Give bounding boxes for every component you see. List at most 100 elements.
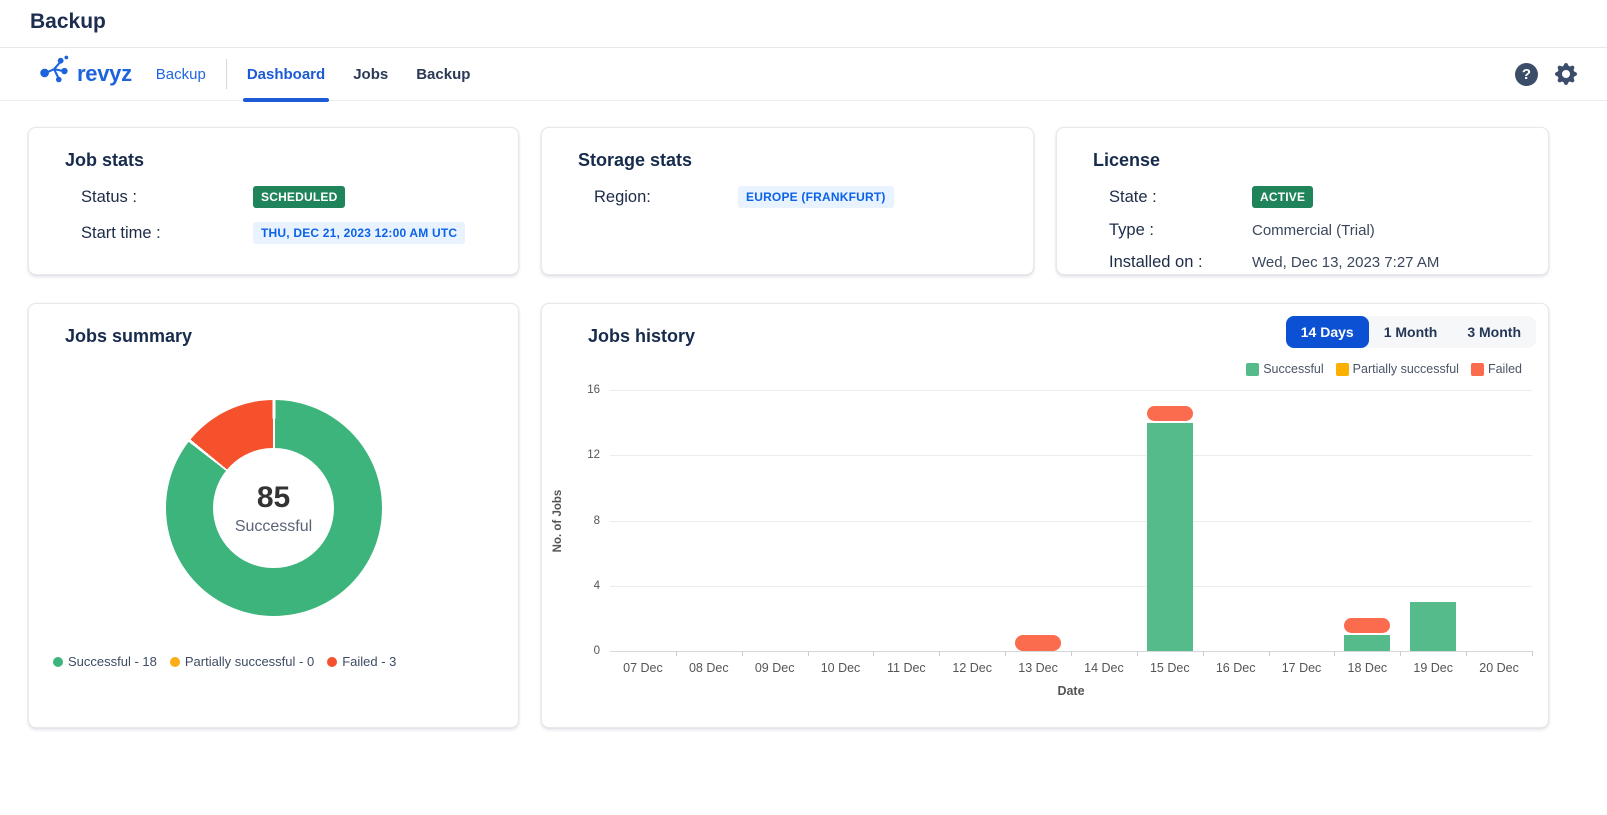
donut-center-value: 85 xyxy=(256,480,291,514)
axis-tickmark xyxy=(939,651,941,656)
status-badge: SCHEDULED xyxy=(253,186,346,208)
axis-tickmark xyxy=(1466,651,1468,656)
tab-dashboard[interactable]: Dashboard xyxy=(242,48,330,102)
axis-tickmark xyxy=(1268,651,1270,656)
charts-card-row: Jobs summary 85 Successful Successful - … xyxy=(28,303,1579,728)
axis-tickmark xyxy=(1202,651,1204,656)
nav-link-backup-app[interactable]: Backup xyxy=(155,65,206,83)
legend-label: Successful xyxy=(1263,362,1324,376)
tab-backup[interactable]: Backup xyxy=(416,65,471,83)
jobs-history-card: Jobs history 14 Days 1 Month 3 Month Suc… xyxy=(541,303,1549,728)
axis-tickmark xyxy=(741,651,743,656)
range-button-14-days[interactable]: 14 Days xyxy=(1285,316,1369,348)
tab-jobs[interactable]: Jobs xyxy=(353,65,389,83)
axis-tickmark xyxy=(1400,651,1402,656)
region-badge: EUROPE (FRANKFURT) xyxy=(738,186,894,208)
x-tick-label: 07 Dec xyxy=(623,661,663,675)
nav-tabs: Dashboard Jobs Backup xyxy=(242,48,471,102)
x-tick-label: 14 Dec xyxy=(1084,661,1124,675)
legend-label: Partially successful xyxy=(1352,362,1459,376)
legend-item-partially-successful[interactable]: Partially successful xyxy=(1335,362,1459,376)
navbar: revyz Backup Dashboard Jobs Backup ? xyxy=(0,48,1607,102)
y-tick-label: 8 xyxy=(593,514,600,527)
x-tick-label: 15 Dec xyxy=(1149,661,1190,675)
axis-tickmark xyxy=(1071,651,1072,656)
card-title: Jobs history xyxy=(588,326,696,346)
axis-tickmark xyxy=(1334,651,1336,656)
stat-label: Installed on : xyxy=(1109,253,1203,271)
storage-stats-card: Storage stats Region: EUROPE (FRANKFURT) xyxy=(541,127,1034,275)
brand-name: revyz xyxy=(77,61,132,86)
legend-swatch-successful xyxy=(1246,362,1260,376)
bar-segment[interactable] xyxy=(1146,422,1193,651)
x-tick-label: 08 Dec xyxy=(688,661,729,675)
gear-icon[interactable] xyxy=(1555,63,1577,85)
x-tick-label: 09 Dec xyxy=(754,661,795,675)
x-axis-label: Date xyxy=(1057,684,1085,698)
axis-tickmark xyxy=(675,651,677,656)
card-title: License xyxy=(1093,150,1161,170)
page-title: Backup xyxy=(30,10,106,33)
gridline xyxy=(610,390,1532,391)
jobs-history-legend: Successful Partially successful Failed xyxy=(1246,362,1522,376)
license-installed-value: Wed, Dec 13, 2023 7:27 AM xyxy=(1252,254,1440,271)
start-time-badge: THU, DEC 21, 2023 12:00 AM UTC xyxy=(253,222,466,244)
legend-label: Failed xyxy=(1487,362,1522,376)
help-icon[interactable]: ? xyxy=(1515,62,1538,86)
bar-segment[interactable] xyxy=(1344,618,1391,633)
range-button-3-month[interactable]: 3 Month xyxy=(1452,316,1536,348)
bar-segment[interactable] xyxy=(1410,602,1457,651)
axis-tickmark xyxy=(1005,651,1007,656)
legend-swatch-failed xyxy=(1470,362,1484,376)
stat-label: Region: xyxy=(594,187,651,206)
stat-label: Type : xyxy=(1109,221,1154,239)
license-card: License State : ACTIVE Type : Commercial… xyxy=(1056,127,1549,275)
legend-label: Failed - 3 xyxy=(342,654,397,669)
x-tick-label: 19 Dec xyxy=(1413,661,1454,675)
brand[interactable]: revyz xyxy=(38,55,132,94)
job-stats-card: Job stats Status : SCHEDULED Start time … xyxy=(28,127,519,275)
stat-row-status: Status : SCHEDULED xyxy=(81,186,518,208)
y-tick-label: 0 xyxy=(593,645,600,657)
x-tick-label: 11 Dec xyxy=(887,661,926,675)
stat-label: Start time : xyxy=(81,223,161,242)
stat-row-start-time: Start time : THU, DEC 21, 2023 12:00 AM … xyxy=(81,222,518,244)
bar-segment[interactable] xyxy=(1015,634,1062,651)
range-button-1-month[interactable]: 1 Month xyxy=(1369,316,1453,348)
x-tick-label: 17 Dec xyxy=(1281,661,1322,675)
axis-tickmark xyxy=(873,651,875,656)
x-tick-label: 16 Dec xyxy=(1215,661,1256,675)
y-tick-label: 16 xyxy=(587,384,600,396)
legend-item-successful[interactable]: Successful - 18 xyxy=(53,654,157,669)
license-type-value: Commercial (Trial) xyxy=(1252,222,1375,239)
legend-swatch-partially-successful xyxy=(1335,362,1349,376)
divider xyxy=(0,47,1607,48)
axis-tickmark xyxy=(1532,651,1533,656)
y-tick-label: 4 xyxy=(593,579,600,592)
nav-icons: ? xyxy=(1515,62,1577,86)
legend-label: Successful - 18 xyxy=(68,654,157,669)
main-content: Job stats Status : SCHEDULED Start time … xyxy=(0,127,1607,728)
legend-item-partially-successful[interactable]: Partially successful - 0 xyxy=(169,654,315,669)
x-tick-label: 18 Dec xyxy=(1347,661,1388,675)
axis-tickmark xyxy=(807,651,809,656)
legend-item-failed[interactable]: Failed xyxy=(1470,362,1522,376)
x-tick-label: 13 Dec xyxy=(1018,661,1058,675)
legend-dot-successful xyxy=(53,656,63,667)
jobs-summary-donut-chart[interactable]: 85 Successful xyxy=(165,400,382,616)
donut-center: 85 Successful xyxy=(213,447,334,569)
card-title: Jobs summary xyxy=(65,326,193,346)
bar-segment[interactable] xyxy=(1146,406,1193,421)
jobs-history-bar-chart[interactable]: No. of Jobs Date 0 4 8 12 16 07 Dec 08 Dec 09 D… xyxy=(552,384,1533,698)
legend-dot-failed xyxy=(327,656,338,667)
legend-item-successful[interactable]: Successful xyxy=(1246,362,1324,376)
bar-segment[interactable] xyxy=(1344,634,1391,651)
legend-label: Partially successful - 0 xyxy=(184,654,315,669)
license-state-badge: ACTIVE xyxy=(1252,186,1314,208)
card-title: Storage stats xyxy=(578,150,693,170)
legend-dot-partially-successful xyxy=(169,656,180,667)
y-tick-label: 12 xyxy=(587,449,600,462)
gridline xyxy=(610,455,1532,457)
legend-item-failed[interactable]: Failed - 3 xyxy=(327,654,396,669)
x-tick-label: 20 Dec xyxy=(1479,661,1519,675)
